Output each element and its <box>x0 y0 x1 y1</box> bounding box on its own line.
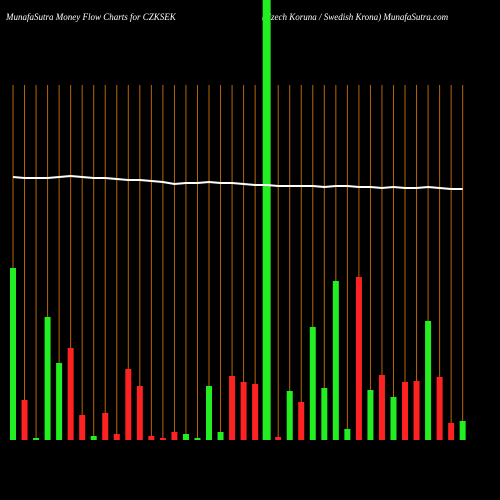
bar <box>413 381 420 440</box>
bar <box>217 432 224 440</box>
bar <box>459 421 466 440</box>
bar <box>355 277 362 440</box>
bar <box>159 438 166 440</box>
bar <box>125 369 132 440</box>
bar <box>402 382 409 440</box>
bar <box>436 377 443 440</box>
bar <box>309 327 316 440</box>
bar <box>206 386 213 440</box>
bar <box>102 413 109 440</box>
bar <box>367 390 374 440</box>
bar <box>10 268 16 440</box>
bar <box>67 348 74 440</box>
bar <box>171 432 178 440</box>
bar <box>286 391 293 440</box>
bar <box>298 402 305 440</box>
bar <box>113 434 120 440</box>
bar <box>44 317 51 440</box>
bar <box>425 321 432 440</box>
bar <box>262 0 271 440</box>
chart-subtitle: (Czech Koruna / Swedish Krona) MunafaSut… <box>262 12 449 22</box>
bar <box>344 429 351 440</box>
bar <box>79 415 86 440</box>
bar <box>194 438 201 440</box>
bar <box>136 386 143 440</box>
bar <box>240 382 247 440</box>
bar <box>21 400 28 440</box>
bar <box>332 281 339 440</box>
bar <box>229 376 236 440</box>
chart-title: MunafaSutra Money Flow Charts for CZKSEK <box>5 12 177 22</box>
money-flow-line <box>12 174 463 190</box>
bar <box>390 397 397 440</box>
bar <box>33 438 40 440</box>
bar <box>321 388 328 440</box>
bar <box>148 436 155 440</box>
bar <box>378 375 385 440</box>
bar <box>252 384 259 440</box>
bar <box>56 363 63 440</box>
bar <box>275 437 282 440</box>
bar <box>182 434 189 440</box>
bar <box>448 423 455 440</box>
bar <box>90 436 97 440</box>
